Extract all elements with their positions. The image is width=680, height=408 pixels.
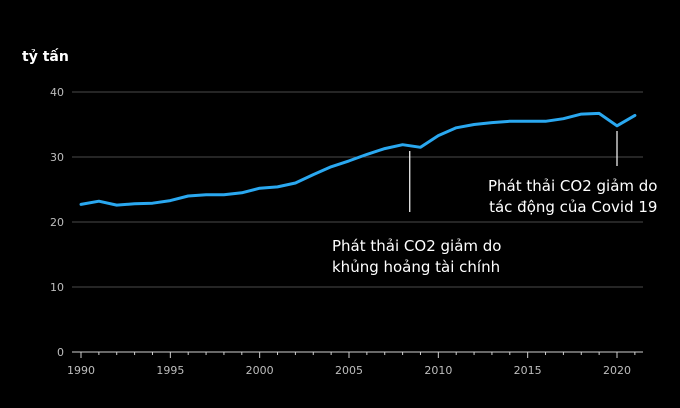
x-axis: 1990 1995 2000 2005 2010 2015 2020 (67, 351, 643, 377)
x-tick-label: 2000 (246, 364, 274, 377)
x-tick-label: 2010 (424, 364, 452, 377)
annotation-financial-crisis: Phát thải CO2 giảm do khủng hoảng tài ch… (332, 236, 501, 278)
y-tick-label: 40 (50, 86, 64, 99)
y-tick-label: 20 (50, 216, 64, 229)
annotation-line: Phát thải CO2 giảm do (488, 177, 658, 195)
annotation-line: Phát thải CO2 giảm do (332, 237, 502, 255)
annotation-line: khủng hoảng tài chính (332, 258, 501, 276)
x-tick-label: 2005 (335, 364, 363, 377)
annotation-line: tác động của Covid 19 (489, 198, 658, 216)
y-tick-label: 30 (50, 151, 64, 164)
series-line (79, 111, 637, 207)
y-tick-label: 0 (57, 346, 64, 359)
annotation-covid: Phát thải CO2 giảm do tác động của Covid… (488, 176, 657, 218)
x-tick-label: 1990 (67, 364, 95, 377)
y-axis-unit-label: tỷ tấn (22, 49, 69, 65)
x-tick-label: 2020 (603, 364, 631, 377)
series-lines (79, 111, 637, 207)
annotation-markers (409, 131, 618, 212)
x-tick-label: 2015 (514, 364, 542, 377)
y-tick-labels: 0 10 20 30 40 (50, 86, 64, 359)
y-tick-label: 10 (50, 281, 64, 294)
x-tick-label: 1995 (156, 364, 184, 377)
